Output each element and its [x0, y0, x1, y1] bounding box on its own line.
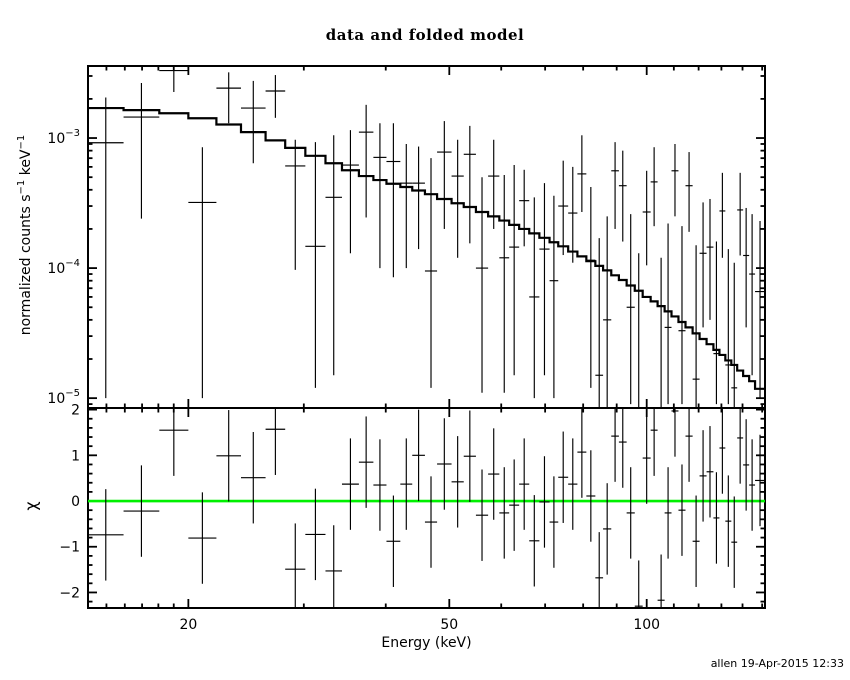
svg-text:−1: −1	[59, 540, 80, 556]
svg-text:0: 0	[71, 494, 80, 510]
footer-timestamp: allen 19-Apr-2015 12:33	[710, 657, 844, 670]
axis-ticks	[88, 66, 765, 608]
y-axis-label-unit: keV	[17, 149, 34, 180]
svg-text:20: 20	[179, 617, 197, 633]
top-data-points	[88, 66, 765, 408]
y-axis-label-counts: normalized counts s−1 keV−1	[16, 135, 34, 336]
y-axis-label-sup-2: −1	[16, 134, 28, 150]
y-axis-label-sup-1: −1	[16, 179, 28, 195]
svg-text:1: 1	[71, 448, 80, 464]
chi-residual-points	[88, 408, 765, 608]
figure-title: data and folded model	[325, 26, 525, 44]
svg-text:10−5: 10−5	[47, 388, 80, 407]
x-axis-label: Energy (keV)	[381, 635, 472, 651]
tick-labels: 10−3 10−4 10−5 −2 −1 0 1 2 20 50 100	[47, 128, 660, 633]
svg-text:50: 50	[440, 617, 458, 633]
folded-model-line	[88, 106, 765, 390]
svg-text:100: 100	[633, 617, 660, 633]
y-axis-label-chi: χ	[21, 501, 41, 511]
svg-text:−2: −2	[59, 585, 80, 601]
bottom-panel-frame	[87, 407, 766, 609]
svg-text:2: 2	[71, 403, 80, 419]
y-axis-label-counts-text: normalized counts s	[17, 194, 34, 336]
svg-text:10−4: 10−4	[47, 258, 80, 277]
svg-text:10−3: 10−3	[47, 128, 80, 147]
